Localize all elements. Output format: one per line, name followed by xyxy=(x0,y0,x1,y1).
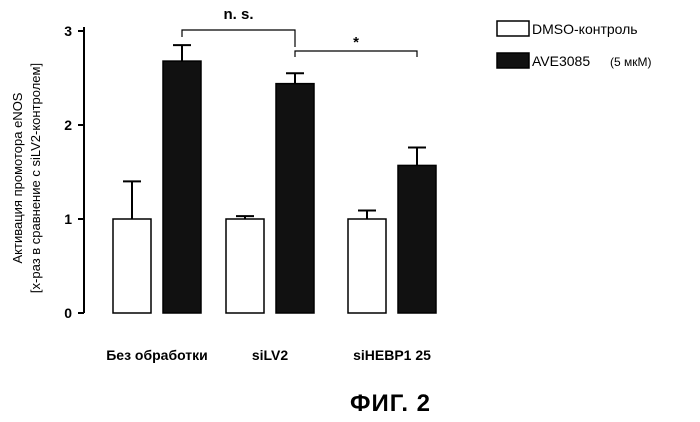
significance-label: n. s. xyxy=(223,6,253,23)
figure-caption: ФИГ. 2 xyxy=(350,390,431,418)
legend-label-suffix: (5 мкМ) xyxy=(610,55,652,69)
x-category-label: siHEBP1 25 xyxy=(353,347,431,363)
bar xyxy=(348,219,386,313)
legend-swatch xyxy=(497,53,529,68)
significance-bracket xyxy=(182,30,295,47)
x-category-label: Без обработки xyxy=(106,347,208,363)
x-category-label: siLV2 xyxy=(252,347,289,363)
y-tick-label: 2 xyxy=(64,117,72,133)
bar xyxy=(113,219,151,313)
y-tick-label: 0 xyxy=(64,305,72,321)
legend-swatch xyxy=(497,21,529,36)
y-axis-label-line-2: [х-раз в сравнение с siLV2-контролем] xyxy=(28,63,43,293)
significance-label: * xyxy=(353,34,359,51)
y-tick-label: 3 xyxy=(64,23,72,39)
y-axis-label-line-1: Активация промотора eNOS xyxy=(10,92,25,263)
y-axis-label: Активация промотора eNOS [х-раз в сравне… xyxy=(10,63,43,293)
bar xyxy=(226,219,264,313)
bar xyxy=(398,165,436,313)
significance-bracket xyxy=(295,51,417,57)
legend-label: AVE3085 xyxy=(532,53,590,69)
legend: DMSO-контроль AVE3085 (5 мкМ) xyxy=(497,21,652,69)
legend-label: DMSO-контроль xyxy=(532,21,638,37)
bar xyxy=(276,84,314,313)
bar xyxy=(163,61,201,313)
y-tick-label: 1 xyxy=(64,211,72,227)
